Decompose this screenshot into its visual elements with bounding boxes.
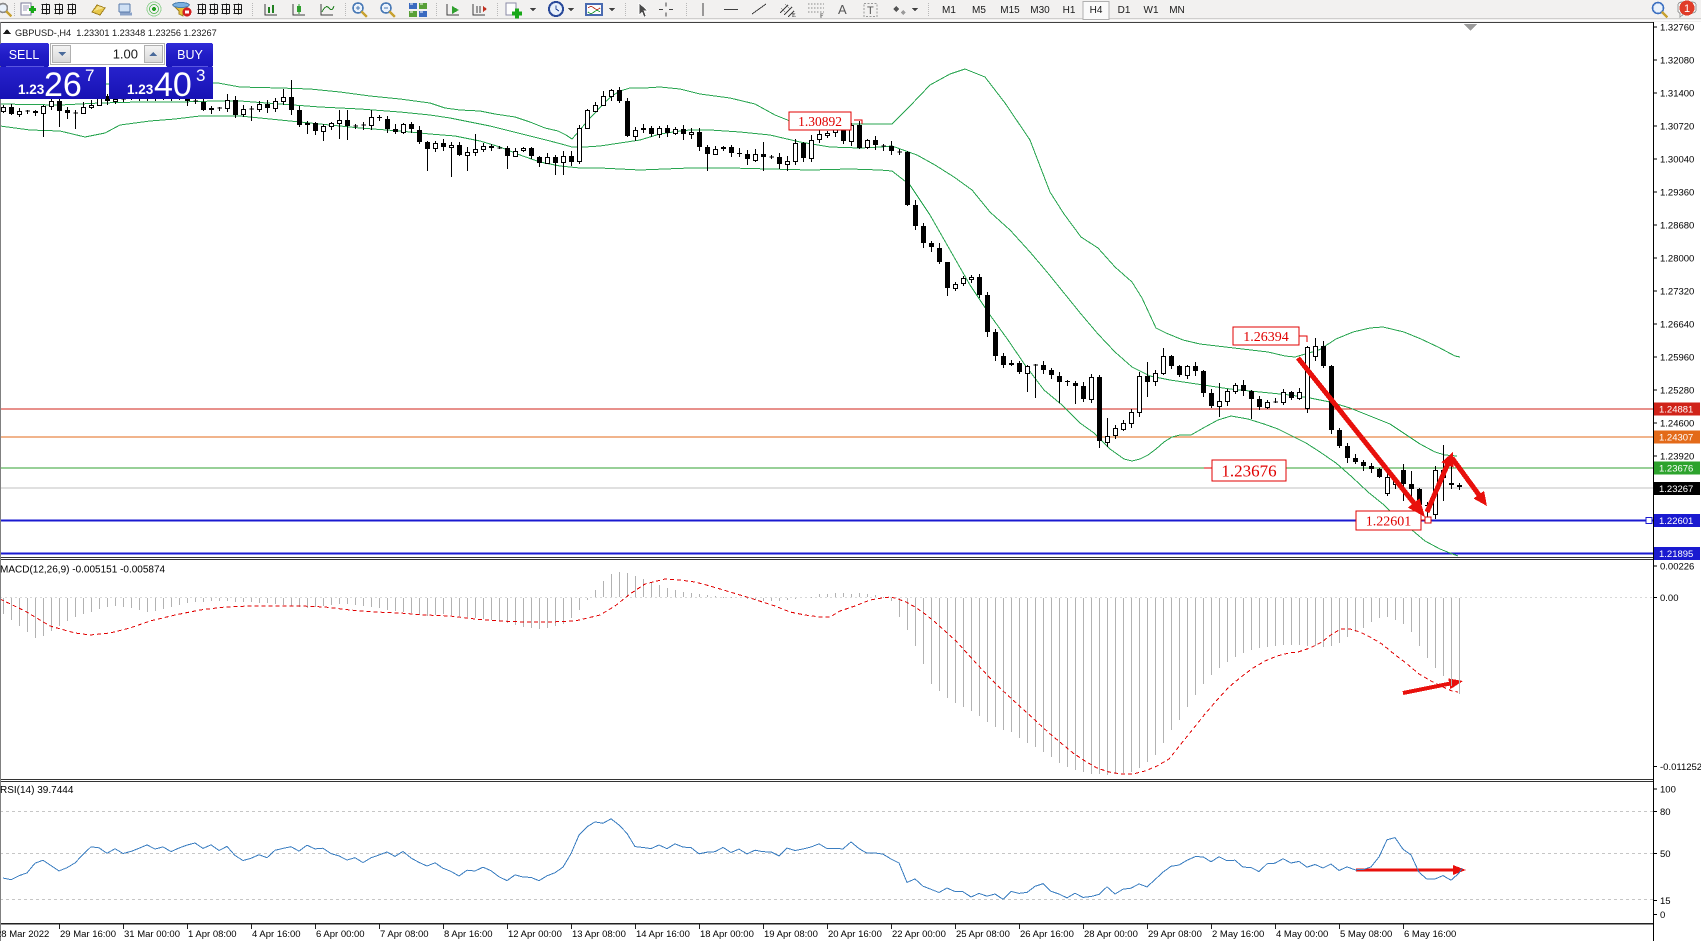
- svg-text:F: F: [820, 14, 824, 20]
- svg-text:D1: D1: [1118, 5, 1131, 16]
- svg-text:20 Apr 16:00: 20 Apr 16:00: [828, 929, 882, 940]
- svg-text:26 Apr 16:00: 26 Apr 16:00: [1020, 929, 1074, 940]
- svg-text:6 Apr 00:00: 6 Apr 00:00: [316, 929, 365, 940]
- svg-text:4 Apr 16:00: 4 Apr 16:00: [252, 929, 301, 940]
- svg-text:SELL: SELL: [9, 48, 40, 62]
- svg-text:31 Mar 00:00: 31 Mar 00:00: [124, 929, 180, 940]
- svg-text:1.25960: 1.25960: [1660, 352, 1694, 363]
- svg-text:GBPUSD-,H4 1.23301 1.23348 1.: GBPUSD-,H4 1.23301 1.23348 1.23256 1.232…: [15, 28, 217, 38]
- svg-text:1.30892: 1.30892: [798, 114, 842, 129]
- svg-text:80: 80: [1660, 807, 1671, 818]
- svg-text:M1: M1: [942, 5, 956, 16]
- svg-text:8 Apr 16:00: 8 Apr 16:00: [444, 929, 493, 940]
- svg-text:7 Apr 08:00: 7 Apr 08:00: [380, 929, 429, 940]
- svg-text:1: 1: [1684, 3, 1690, 15]
- svg-text:H1: H1: [1063, 5, 1076, 16]
- svg-text:1.32080: 1.32080: [1660, 55, 1694, 66]
- svg-text:5 May 08:00: 5 May 08:00: [1340, 929, 1392, 940]
- svg-text:3: 3: [196, 66, 205, 85]
- svg-text:BUY: BUY: [177, 48, 203, 62]
- svg-text:1.24600: 1.24600: [1660, 418, 1694, 429]
- svg-text:0.00: 0.00: [1660, 593, 1679, 604]
- svg-text:1.26640: 1.26640: [1660, 319, 1694, 330]
- svg-text:14 Apr 16:00: 14 Apr 16:00: [636, 929, 690, 940]
- svg-text:28 Mar 2022: 28 Mar 2022: [0, 929, 49, 940]
- svg-text:1.25280: 1.25280: [1660, 385, 1694, 396]
- svg-text:W1: W1: [1144, 5, 1159, 16]
- svg-text:28 Apr 00:00: 28 Apr 00:00: [1084, 929, 1138, 940]
- svg-text:26: 26: [44, 66, 82, 104]
- svg-text:1.22601: 1.22601: [1659, 516, 1693, 527]
- svg-text:1.23: 1.23: [18, 82, 45, 97]
- svg-text:0.00226: 0.00226: [1660, 561, 1694, 572]
- svg-text:1.23: 1.23: [127, 82, 154, 97]
- svg-text:29 Mar 16:00: 29 Mar 16:00: [60, 929, 116, 940]
- svg-text:29 Apr 08:00: 29 Apr 08:00: [1148, 929, 1202, 940]
- svg-text:7: 7: [85, 66, 94, 85]
- svg-text:1.21895: 1.21895: [1659, 549, 1693, 560]
- svg-text:22 Apr 00:00: 22 Apr 00:00: [892, 929, 946, 940]
- svg-text:1.30040: 1.30040: [1660, 154, 1694, 165]
- svg-text:1.23676: 1.23676: [1221, 462, 1276, 481]
- svg-text:15: 15: [1660, 896, 1671, 907]
- svg-text:RSI(14) 39.7444: RSI(14) 39.7444: [0, 785, 74, 796]
- svg-text:25 Apr 08:00: 25 Apr 08:00: [956, 929, 1010, 940]
- svg-text:M15: M15: [1000, 5, 1020, 16]
- svg-text:1.27320: 1.27320: [1660, 286, 1694, 297]
- svg-text:0: 0: [1660, 910, 1665, 921]
- svg-text:1.32760: 1.32760: [1660, 22, 1694, 33]
- svg-text:19 Apr 08:00: 19 Apr 08:00: [764, 929, 818, 940]
- svg-text:A: A: [838, 2, 847, 17]
- svg-text:1.24307: 1.24307: [1659, 432, 1693, 443]
- svg-text:1.24881: 1.24881: [1659, 404, 1693, 415]
- svg-text:1.26394: 1.26394: [1243, 330, 1289, 345]
- svg-text:18 Apr 00:00: 18 Apr 00:00: [700, 929, 754, 940]
- svg-text:H4: H4: [1090, 5, 1103, 16]
- svg-text:M30: M30: [1030, 5, 1050, 16]
- svg-text:13 Apr 08:00: 13 Apr 08:00: [572, 929, 626, 940]
- svg-text:40: 40: [154, 66, 192, 104]
- svg-text:50: 50: [1660, 849, 1671, 860]
- svg-text:2 May 16:00: 2 May 16:00: [1212, 929, 1264, 940]
- svg-text:1.22601: 1.22601: [1366, 515, 1412, 530]
- svg-text:1.00: 1.00: [113, 47, 138, 62]
- svg-text:1 Apr 08:00: 1 Apr 08:00: [188, 929, 237, 940]
- svg-text:M5: M5: [972, 5, 986, 16]
- svg-text:1.23267: 1.23267: [1659, 484, 1693, 495]
- svg-text:1.30720: 1.30720: [1660, 121, 1694, 132]
- svg-text:12 Apr 00:00: 12 Apr 00:00: [508, 929, 562, 940]
- svg-text:6 May 16:00: 6 May 16:00: [1404, 929, 1456, 940]
- svg-text:4 May 00:00: 4 May 00:00: [1276, 929, 1328, 940]
- svg-text:1.23920: 1.23920: [1660, 451, 1694, 462]
- svg-text:MACD(12,26,9) -0.005151 -0.005: MACD(12,26,9) -0.005151 -0.005874: [0, 565, 166, 576]
- svg-text:1.23676: 1.23676: [1659, 463, 1693, 474]
- svg-text:T: T: [867, 5, 874, 17]
- svg-text:1.31400: 1.31400: [1660, 88, 1694, 99]
- svg-text:100: 100: [1660, 784, 1676, 795]
- svg-text:1.28000: 1.28000: [1660, 253, 1694, 264]
- svg-text:-0.011252: -0.011252: [1660, 762, 1701, 773]
- svg-text:1.28680: 1.28680: [1660, 220, 1694, 231]
- svg-text:MN: MN: [1169, 5, 1185, 16]
- svg-text:1.29360: 1.29360: [1660, 187, 1694, 198]
- svg-text:E: E: [792, 13, 796, 19]
